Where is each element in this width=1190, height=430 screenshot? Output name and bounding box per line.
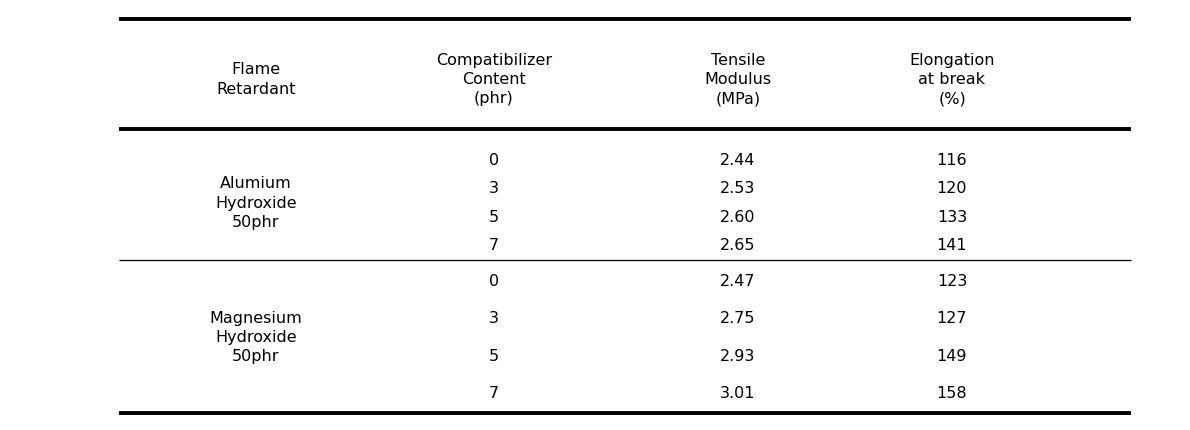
- Text: 2.75: 2.75: [720, 311, 756, 326]
- Text: 133: 133: [937, 210, 967, 225]
- Text: 5: 5: [489, 349, 499, 364]
- Text: 141: 141: [937, 238, 967, 253]
- Text: 123: 123: [937, 273, 967, 289]
- Text: 3: 3: [489, 181, 499, 197]
- Text: 2.65: 2.65: [720, 238, 756, 253]
- Text: 3: 3: [489, 311, 499, 326]
- Text: Compatibilizer
Content
(phr): Compatibilizer Content (phr): [436, 53, 552, 106]
- Text: Magnesium
Hydroxide
50phr: Magnesium Hydroxide 50phr: [209, 311, 302, 364]
- Text: 158: 158: [937, 387, 967, 402]
- Text: 3.01: 3.01: [720, 387, 756, 402]
- Text: 2.47: 2.47: [720, 273, 756, 289]
- Text: 7: 7: [489, 238, 499, 253]
- Text: 116: 116: [937, 153, 967, 168]
- Text: 127: 127: [937, 311, 967, 326]
- Text: 2.44: 2.44: [720, 153, 756, 168]
- Text: 2.93: 2.93: [720, 349, 756, 364]
- Text: 149: 149: [937, 349, 967, 364]
- Text: 7: 7: [489, 387, 499, 402]
- Text: 2.53: 2.53: [720, 181, 756, 197]
- Text: Elongation
at break
(%): Elongation at break (%): [909, 53, 995, 106]
- Text: 0: 0: [489, 153, 499, 168]
- Text: Tensile
Modulus
(MPa): Tensile Modulus (MPa): [704, 53, 771, 106]
- Text: Flame
Retardant: Flame Retardant: [217, 62, 295, 97]
- Text: 5: 5: [489, 210, 499, 225]
- Text: 2.60: 2.60: [720, 210, 756, 225]
- Text: 0: 0: [489, 273, 499, 289]
- Text: 120: 120: [937, 181, 967, 197]
- Text: Alumium
Hydroxide
50phr: Alumium Hydroxide 50phr: [215, 176, 296, 230]
